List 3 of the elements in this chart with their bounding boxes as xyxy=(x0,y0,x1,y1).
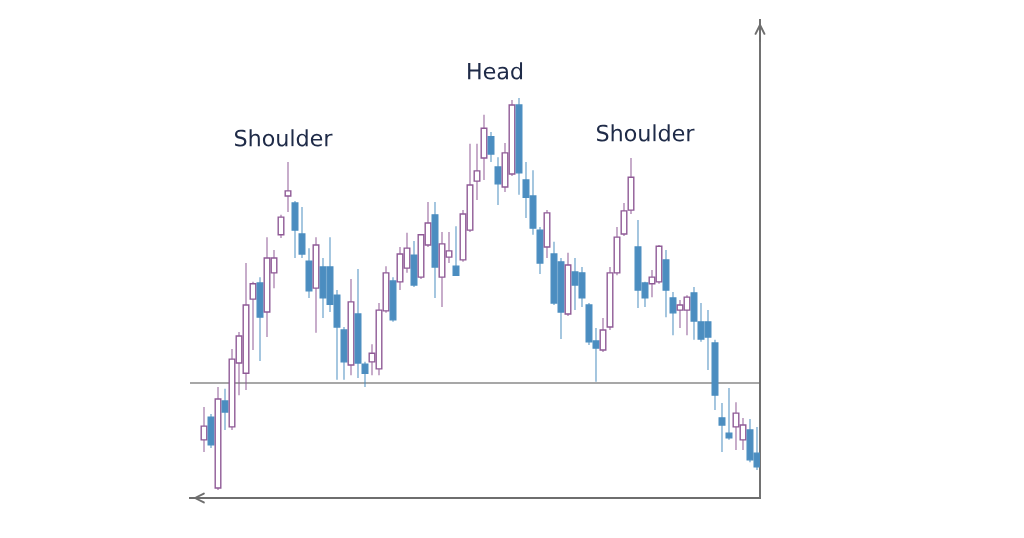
annotation: Shoulder xyxy=(234,129,333,147)
text: Head xyxy=(468,62,523,80)
annotation: Shoulder xyxy=(596,124,695,142)
